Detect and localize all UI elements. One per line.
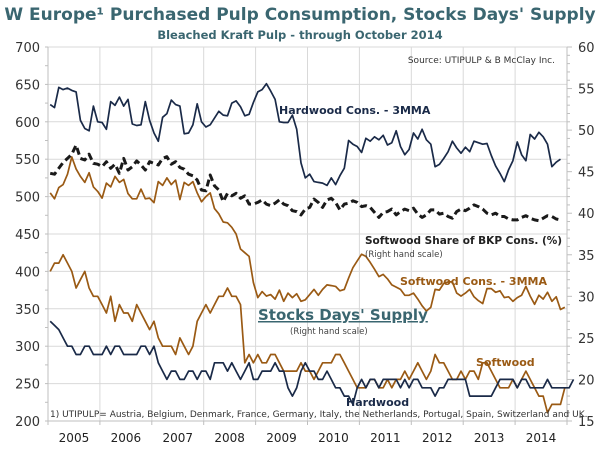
y-tick-label-left: 500 — [15, 191, 40, 206]
y-tick-label-right: 20 — [578, 373, 595, 388]
chart-title: W Europe¹ Purchased Pulp Consumption, St… — [4, 5, 595, 25]
label-stocks-softwood: Softwood — [476, 356, 535, 369]
x-tick-label: 2010 — [318, 431, 349, 445]
series-line-stocks-days-supply-hardwood — [49, 320, 575, 406]
y-tick-label-right: 40 — [578, 207, 595, 222]
source-note: Source: UTIPULP & B McClay Inc. — [408, 56, 555, 66]
x-tick-label: 2013 — [474, 431, 505, 445]
y-tick-label-right: 35 — [578, 249, 595, 264]
y-tick-label-left: 250 — [15, 378, 40, 393]
y-tick-label-left: 650 — [15, 78, 40, 93]
label-stocks-days-supply: Stocks Days' Supply — [258, 306, 428, 324]
y-tick-label-right: 55 — [578, 83, 595, 98]
chart-subtitle: Bleached Kraft Pulp - through October 20… — [157, 28, 442, 42]
x-tick-label: 2009 — [266, 431, 297, 445]
label-softwood-cons: Softwood Cons. - 3MMA — [400, 275, 547, 288]
x-tick-label: 2005 — [59, 431, 90, 445]
series-line-softwood-share-of-bkp-cons — [49, 143, 561, 223]
axes — [45, 46, 572, 425]
x-tick-label: 2014 — [526, 431, 557, 445]
x-tick-label: 2007 — [162, 431, 193, 445]
y-tick-label-left: 700 — [15, 41, 40, 56]
x-tick-label: 2012 — [422, 431, 453, 445]
y-tick-label-right: 50 — [578, 124, 595, 139]
y-ticks-right: 60 55 50 45 40 35 30 25 20 15 — [578, 41, 595, 430]
series-lines — [49, 82, 575, 414]
series-line-hardwood-cons-3mma — [49, 82, 561, 187]
x-ticks: 2005 2006 2007 2008 2009 2010 2011 2012 2013 2014 — [59, 431, 557, 445]
y-tick-label-left: 200 — [15, 415, 40, 430]
label-softwood-share: Softwood Share of BKP Cons. (%) — [365, 235, 562, 247]
y-tick-label-left: 550 — [15, 153, 40, 168]
footnote: 1) UTIPULP= Austria, Belgium, Denmark, F… — [50, 410, 587, 420]
x-tick-label: 2008 — [214, 431, 245, 445]
y-tick-label-left: 600 — [15, 116, 40, 131]
y-tick-label-right: 45 — [578, 166, 595, 181]
label-hardwood-cons: Hardwood Cons. - 3MMA — [279, 104, 431, 117]
x-tick-label: 2011 — [370, 431, 401, 445]
label-stocks-note: (Right hand scale) — [290, 327, 368, 337]
y-tick-label-left: 350 — [15, 303, 40, 318]
series-line-softwood-cons-3mma — [49, 156, 566, 312]
x-tick-label: 2006 — [111, 431, 142, 445]
y-tick-label-right: 30 — [578, 290, 595, 305]
y-ticks-left: 700 650 600 550 500 450 400 350 300 250 200 — [15, 41, 40, 430]
series-line-stocks-days-supply-softwood — [49, 253, 566, 414]
label-stocks-hardwood: Hardwood — [346, 396, 409, 409]
y-tick-label-left: 300 — [15, 340, 40, 355]
y-tick-label-right: 60 — [578, 41, 595, 56]
y-tick-label-left: 400 — [15, 265, 40, 280]
y-tick-label-left: 450 — [15, 228, 40, 243]
y-tick-label-right: 15 — [578, 415, 595, 430]
label-softwood-share-note: (Right hand scale) — [365, 250, 443, 260]
y-tick-label-right: 25 — [578, 332, 595, 347]
